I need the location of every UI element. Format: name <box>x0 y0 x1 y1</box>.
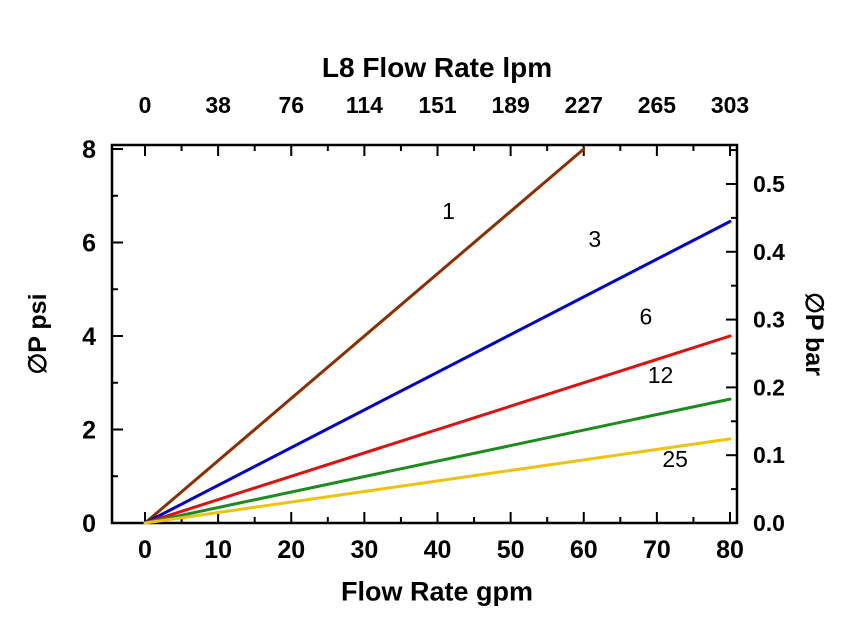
top-tick-label: 0 <box>139 92 152 118</box>
x-tick-label: 80 <box>716 536 744 564</box>
series-label-3: 3 <box>588 226 601 252</box>
series-label-1: 1 <box>442 198 455 224</box>
series-label-12: 12 <box>648 362 674 388</box>
series-line-6 <box>143 334 732 525</box>
left-axis-title: ∅P psi <box>24 293 52 375</box>
y-tick-label: 8 <box>82 136 96 164</box>
x-tick-label: 40 <box>424 536 452 564</box>
x-tick-label: 0 <box>138 536 152 564</box>
right-tick-label: 0.5 <box>753 171 785 197</box>
plot-frame <box>110 143 739 525</box>
series-line-12 <box>143 397 732 525</box>
top-tick-label: 114 <box>346 92 383 118</box>
right-tick-label: 0.2 <box>753 374 785 400</box>
x-tick-label: 50 <box>497 536 525 564</box>
series-line-1 <box>143 147 586 525</box>
x-tick-label: 30 <box>350 536 378 564</box>
x-tick-label: 20 <box>277 536 305 564</box>
top-tick-label: 303 <box>711 92 749 118</box>
right-axis-title: ∅P bar <box>800 292 828 376</box>
top-tick-label: 227 <box>565 92 603 118</box>
series-label-6: 6 <box>640 303 653 329</box>
series-label-25: 25 <box>662 446 688 472</box>
series-line-25 <box>143 437 732 525</box>
x-tick-label: 10 <box>204 536 232 564</box>
right-tick-label: 0.1 <box>753 442 785 468</box>
right-tick-label: 0.0 <box>753 510 785 536</box>
top-tick-label: 189 <box>491 92 529 118</box>
y-tick-label: 2 <box>82 417 96 445</box>
top-tick-label: 76 <box>278 92 304 118</box>
y-tick-label: 0 <box>82 510 96 538</box>
top-tick-label: 151 <box>418 92 457 118</box>
x-tick-label: 60 <box>570 536 598 564</box>
top-tick-label: 265 <box>638 92 677 118</box>
series-line-3 <box>143 220 732 525</box>
top-axis-title: L8 Flow Rate lpm <box>321 52 553 83</box>
x-axis-title: Flow Rate gpm <box>340 576 534 607</box>
y-tick-label: 4 <box>82 323 96 351</box>
right-tick-label: 0.3 <box>753 307 785 333</box>
x-tick-label: 70 <box>643 536 671 564</box>
y-tick-label: 6 <box>82 230 96 258</box>
top-tick-label: 38 <box>205 92 231 118</box>
right-tick-label: 0.4 <box>753 239 785 265</box>
